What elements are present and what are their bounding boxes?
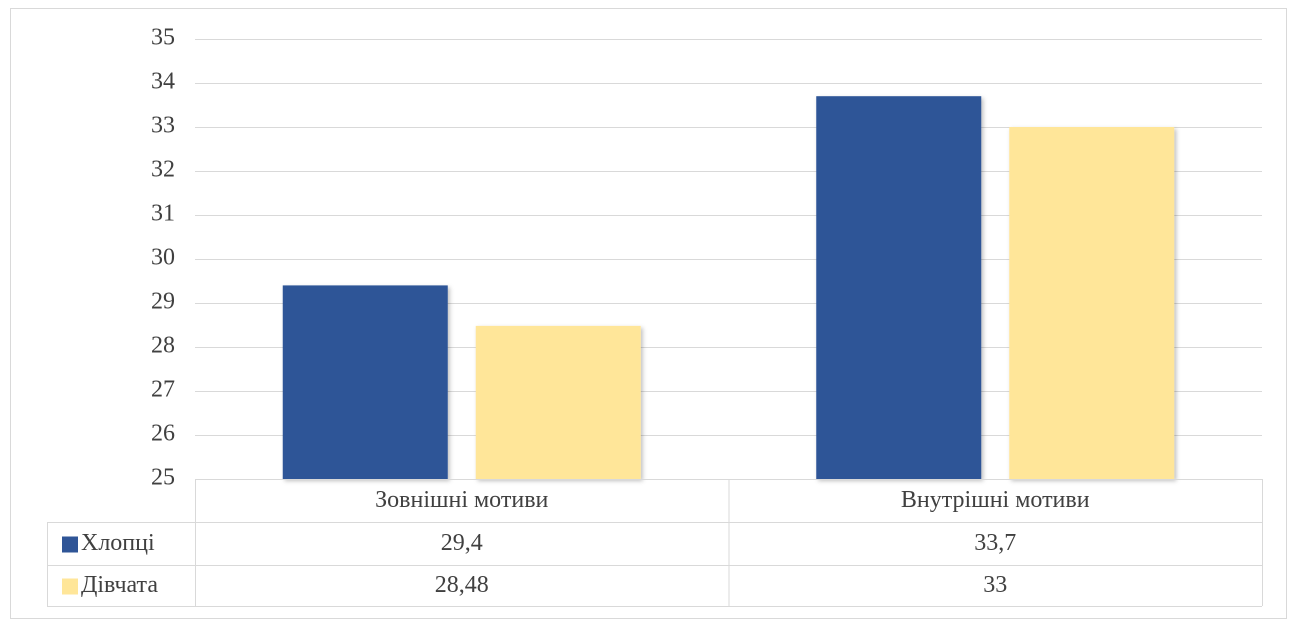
- table-value: 33,7: [974, 530, 1016, 556]
- bar: [282, 285, 448, 479]
- x-tick-label: Внутрішні мотиви: [901, 487, 1090, 513]
- y-tick-label: 31: [151, 201, 175, 227]
- y-tick-label: 25: [151, 465, 175, 491]
- legend-label: Дівчата: [81, 572, 158, 598]
- y-tick-label: 34: [151, 69, 175, 95]
- y-tick-label: 29: [151, 289, 175, 315]
- legend-label: Хлопці: [81, 530, 155, 556]
- table-value: 29,4: [441, 530, 483, 556]
- y-tick-label: 35: [151, 25, 175, 51]
- legend-key: [62, 536, 78, 553]
- y-tick-label: 32: [151, 157, 175, 183]
- table-value: 33: [983, 572, 1007, 598]
- y-tick-label: 28: [151, 333, 175, 359]
- y-tick-label: 30: [151, 245, 175, 271]
- y-tick-label: 33: [151, 113, 175, 139]
- bar: [816, 96, 982, 479]
- x-tick-label: Зовнішні мотиви: [375, 487, 548, 513]
- y-tick-label: 26: [151, 421, 175, 447]
- legend-key: [62, 578, 78, 595]
- bar: [475, 325, 641, 479]
- table-value: 28,48: [435, 572, 489, 598]
- bar: [1009, 127, 1175, 479]
- y-tick-label: 27: [151, 377, 175, 403]
